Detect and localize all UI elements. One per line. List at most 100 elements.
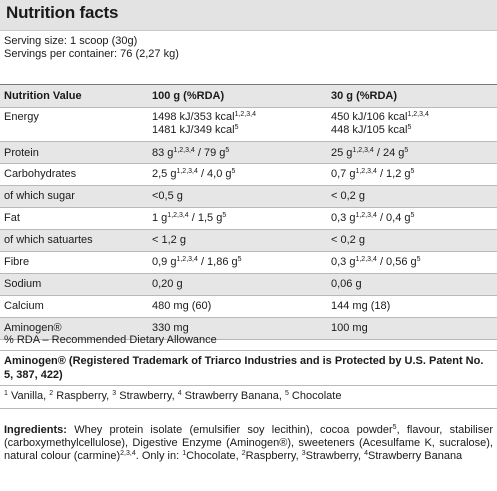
footnote-ref: 5	[407, 124, 412, 131]
divider	[0, 317, 497, 318]
calcium-100g: 480 mg (60)	[152, 300, 212, 312]
ingredients-part: Raspberry,	[245, 450, 302, 462]
divider	[0, 251, 497, 252]
divider	[0, 163, 497, 164]
table-row-calcium: Calcium 480 mg (60) 144 mg (18)	[0, 296, 497, 317]
value: / 24 g	[373, 147, 405, 159]
table-row-fat: Fat 1 g1,2,3,4 / 1,5 g5 0,3 g1,2,3,4 / 0…	[0, 208, 497, 229]
aminogen-30g: 100 mg	[331, 322, 368, 334]
value: 450 kJ/106 kcal	[331, 111, 408, 123]
table-row-protein: Protein 83 g1,2,3,4 / 79 g5 25 g1,2,3,4 …	[0, 142, 497, 163]
row-label: Energy	[4, 111, 39, 123]
divider	[0, 339, 497, 340]
carbohydrates-30g: 0,7 g1,2,3,4 / 1,2 g5	[331, 168, 414, 180]
row-label: Fibre	[4, 256, 30, 268]
footnote-ref: 1,2,3,4	[355, 168, 377, 175]
header-30g: 30 g (%RDA)	[331, 90, 398, 102]
flavor-num: 4	[177, 390, 182, 397]
value: 25 g	[331, 147, 353, 159]
flavor-name: Vanilla,	[7, 390, 50, 402]
table-row-saturates: of which satuartes < 1,2 g < 0,2 g	[0, 230, 497, 251]
header-nutrition-value: Nutrition Value	[4, 90, 82, 102]
ingredients-part: Chocolate,	[186, 450, 242, 462]
sugar-100g: <0,5 g	[152, 190, 183, 202]
footnote-ref: 2,3,4	[120, 450, 136, 457]
saturates-100g: < 1,2 g	[152, 234, 186, 246]
value: / 1,86 g	[197, 256, 238, 268]
row-label: of which satuartes	[4, 234, 93, 246]
footnote-ref: 5	[231, 168, 236, 175]
energy-30g: 450 kJ/106 kcal1,2,3,4 448 kJ/105 kcal5	[331, 111, 429, 136]
value: 0,3 g	[331, 212, 356, 224]
footnote-ref: 1,2,3,4	[234, 111, 256, 118]
value: 83 g	[152, 147, 174, 159]
flavor-num: 2	[49, 390, 54, 397]
value: 448 kJ/105 kcal	[331, 124, 408, 136]
footnote-ref: 5	[404, 147, 409, 154]
fat-100g: 1 g1,2,3,4 / 1,5 g5	[152, 212, 226, 224]
flavor-name: Strawberry,	[116, 390, 178, 402]
ingredients-part: . Only in:	[135, 450, 183, 462]
footnote-ref: 1	[182, 450, 187, 457]
value: / 79 g	[194, 147, 226, 159]
fibre-100g: 0,9 g1,2,3,4 / 1,86 g5	[152, 256, 242, 268]
divider	[0, 141, 497, 142]
table-row-fibre: Fibre 0,9 g1,2,3,4 / 1,86 g5 0,3 g1,2,3,…	[0, 252, 497, 273]
footnote-ref: 1,2,3,4	[176, 256, 198, 263]
table-row-sodium: Sodium 0,20 g 0,06 g	[0, 274, 497, 295]
value: 0,9 g	[152, 256, 177, 268]
footnote-ref: 1,2,3,4	[355, 256, 377, 263]
row-label: Carbohydrates	[4, 168, 77, 180]
footnote-ref: 1,2,3,4	[352, 147, 374, 154]
footnote-ref: 5	[410, 212, 415, 219]
footnote-ref: 4	[364, 450, 369, 457]
row-label: Protein	[4, 147, 39, 159]
trademark-note: Aminogen® (Registered Trademark of Triar…	[4, 355, 484, 381]
sodium-100g: 0,20 g	[152, 278, 183, 290]
value: / 4,0 g	[197, 168, 232, 180]
footnote-ref: 5	[392, 424, 397, 431]
value: 0,3 g	[331, 256, 356, 268]
divider	[0, 229, 497, 230]
header-100g: 100 g (%RDA)	[152, 90, 225, 102]
carbohydrates-100g: 2,5 g1,2,3,4 / 4,0 g5	[152, 168, 235, 180]
servings-per-container: Servings per container: 76 (2,27 kg)	[4, 48, 179, 60]
table-header-row: Nutrition Value 100 g (%RDA) 30 g (%RDA)	[0, 85, 497, 107]
footnote-ref: 1,2,3,4	[355, 212, 377, 219]
flavor-num: 3	[112, 390, 117, 397]
footnote-ref: 5	[225, 147, 230, 154]
fat-30g: 0,3 g1,2,3,4 / 0,4 g5	[331, 212, 414, 224]
flavor-name: Strawberry Banana,	[181, 390, 285, 402]
footnote-ref: 5	[237, 256, 242, 263]
row-label: of which sugar	[4, 190, 75, 202]
energy-100g: 1498 kJ/353 kcal1,2,3,4 1481 kJ/349 kcal…	[152, 111, 256, 136]
row-label: Aminogen®	[4, 322, 62, 334]
footnote-ref: 5	[416, 256, 421, 263]
saturates-30g: < 0,2 g	[331, 234, 365, 246]
footnote-ref: 1,2,3,4	[407, 111, 429, 118]
table-row-carbohydrates: Carbohydrates 2,5 g1,2,3,4 / 4,0 g5 0,7 …	[0, 164, 497, 185]
flavor-name: Raspberry,	[53, 390, 113, 402]
footnote-ref: 1,2,3,4	[173, 147, 195, 154]
rda-note: % RDA – Recommended Dietary Allowance	[4, 334, 217, 346]
divider	[0, 273, 497, 274]
divider	[0, 107, 497, 108]
divider	[0, 185, 497, 186]
table-top-divider	[0, 84, 497, 85]
value: / 0,56 g	[376, 256, 417, 268]
footnote-ref: 1,2,3,4	[176, 168, 198, 175]
divider	[0, 207, 497, 208]
flavor-num: 1	[4, 390, 8, 397]
ingredients-label: Ingredients:	[4, 424, 67, 436]
value: / 1,5 g	[188, 212, 223, 224]
row-label: Calcium	[4, 300, 44, 312]
calcium-30g: 144 mg (18)	[331, 300, 391, 312]
row-label: Sodium	[4, 278, 42, 290]
row-label: Fat	[4, 212, 20, 224]
footnote-ref: 3	[301, 450, 306, 457]
value: / 1,2 g	[376, 168, 411, 180]
table-row-aminogen: Aminogen® 330 mg 100 mg	[0, 318, 497, 339]
footnote-ref: 2	[241, 450, 246, 457]
protein-30g: 25 g1,2,3,4 / 24 g5	[331, 147, 408, 159]
page-title: Nutrition facts	[6, 3, 119, 22]
